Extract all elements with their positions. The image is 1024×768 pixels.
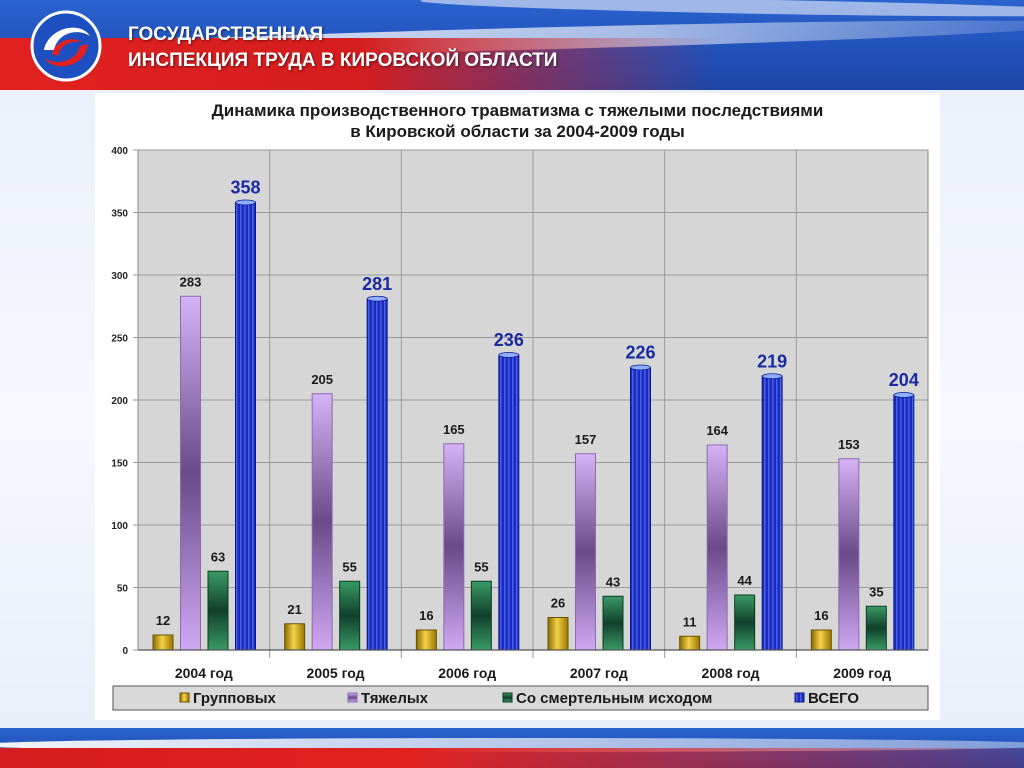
x-tick-label: 2007 год xyxy=(570,665,628,681)
data-label: 26 xyxy=(551,596,565,611)
bar-3 xyxy=(207,570,229,651)
bar-2 xyxy=(706,444,728,651)
data-label: 164 xyxy=(706,423,728,438)
x-tick-label: 2009 год xyxy=(833,665,891,681)
data-label-total: 358 xyxy=(230,178,260,198)
bar-1 xyxy=(415,629,437,651)
y-tick-label: 50 xyxy=(117,584,129,595)
legend-swatch-4 xyxy=(794,692,805,703)
legend-swatch-2 xyxy=(347,692,358,703)
data-label-total: 226 xyxy=(625,343,655,363)
bar-1 xyxy=(547,617,569,651)
bar-top-cap xyxy=(235,199,256,206)
y-tick-label: 400 xyxy=(111,146,128,157)
bar-3 xyxy=(602,595,624,651)
bar-2 xyxy=(443,443,465,651)
header-title: ГОСУДАРСТВЕННАЯ ИНСПЕКЦИЯ ТРУДА В КИРОВС… xyxy=(128,22,557,74)
header-title-line1: ГОСУДАРСТВЕННАЯ xyxy=(128,24,324,45)
bar-2 xyxy=(838,458,860,651)
bar-4 xyxy=(893,394,915,651)
y-tick-label: 200 xyxy=(111,396,128,407)
legend-box xyxy=(112,685,929,711)
data-label: 43 xyxy=(606,574,620,589)
y-tick-label: 100 xyxy=(111,521,128,532)
data-label: 165 xyxy=(443,422,465,437)
data-label: 63 xyxy=(211,549,225,564)
data-label: 16 xyxy=(419,608,433,623)
data-label: 157 xyxy=(575,432,597,447)
header-red-band xyxy=(0,38,1024,90)
bar-2 xyxy=(575,453,596,651)
bar-4 xyxy=(498,354,520,651)
bar-3 xyxy=(470,580,492,651)
legend-swatch-1 xyxy=(179,692,190,703)
bar-top-cap xyxy=(366,295,388,302)
x-tick-label: 2004 год xyxy=(175,665,233,681)
y-tick-label: 0 xyxy=(122,646,128,657)
data-label: 44 xyxy=(737,573,752,588)
data-label-total: 236 xyxy=(494,330,524,350)
bar-top-cap xyxy=(498,352,520,358)
data-label: 283 xyxy=(180,274,202,289)
data-label: 11 xyxy=(683,614,697,629)
data-label: 205 xyxy=(311,372,333,387)
bar-3 xyxy=(339,580,361,651)
bar-4 xyxy=(761,375,783,651)
bar-top-cap xyxy=(630,364,651,371)
header-banner xyxy=(0,0,1024,90)
y-tick-label: 350 xyxy=(111,209,128,220)
data-label-total: 281 xyxy=(362,274,392,294)
bar-top-cap xyxy=(761,373,783,380)
chart-title-line1: Динамика производственного травматизма с… xyxy=(211,101,824,120)
bar-1 xyxy=(810,629,832,651)
legend-label-2: Тяжелых xyxy=(361,690,429,707)
bar-4 xyxy=(366,298,388,651)
data-label-total: 219 xyxy=(757,351,787,371)
chart-title: Динамика производственного травматизма с… xyxy=(95,100,940,142)
y-tick-label: 300 xyxy=(111,271,128,282)
bar-1 xyxy=(284,623,306,651)
bar-top-cap xyxy=(893,392,915,398)
y-tick-label: 150 xyxy=(111,459,128,470)
data-label: 55 xyxy=(474,559,488,574)
bar-1 xyxy=(152,634,174,651)
footer-banner xyxy=(0,728,1024,768)
bar-4 xyxy=(630,367,651,651)
inspection-logo-icon xyxy=(30,10,102,82)
legend-label-4: ВСЕГО xyxy=(808,690,859,707)
bar-3 xyxy=(865,605,887,651)
y-tick-label: 250 xyxy=(111,334,128,345)
header-title-line2: ИНСПЕКЦИЯ ТРУДА В КИРОВСКОЙ ОБЛАСТИ xyxy=(128,50,558,71)
bar-2 xyxy=(180,295,201,651)
x-tick-label: 2008 год xyxy=(702,665,760,681)
data-label: 55 xyxy=(342,559,356,574)
legend-label-3: Со смертельным исходом xyxy=(516,690,712,707)
legend-label-1: Групповых xyxy=(193,690,277,707)
data-label-total: 204 xyxy=(889,370,919,390)
bar-3 xyxy=(734,594,756,651)
bar-1 xyxy=(679,635,701,651)
data-label: 35 xyxy=(869,584,883,599)
x-tick-label: 2005 год xyxy=(307,665,365,681)
data-label: 12 xyxy=(156,613,170,628)
legend-swatch-3 xyxy=(502,692,513,703)
footer-red-band xyxy=(0,748,1024,768)
bar-2 xyxy=(311,393,333,651)
chart-title-line2: в Кировской области за 2004-2009 годы xyxy=(350,122,685,141)
data-label: 16 xyxy=(814,608,828,623)
x-tick-label: 2006 год xyxy=(438,665,496,681)
data-label: 21 xyxy=(287,602,301,617)
bar-4 xyxy=(235,202,256,651)
data-label: 153 xyxy=(838,437,860,452)
